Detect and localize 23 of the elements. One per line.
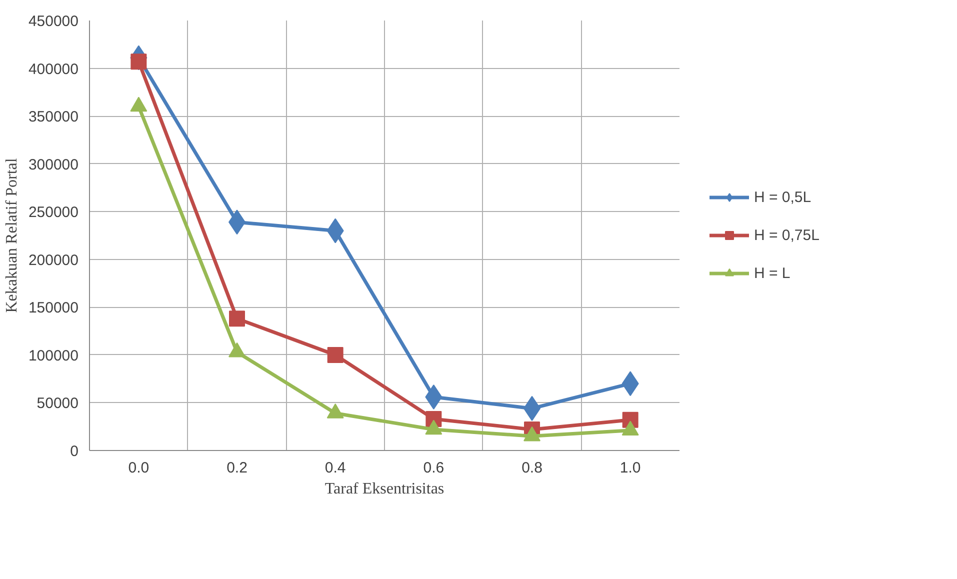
y-tick-label: 100000 (28, 347, 79, 364)
legend-label: H = 0,75L (754, 226, 820, 244)
y-tick-label: 50000 (36, 395, 79, 412)
x-tick-label: 1.0 (620, 460, 641, 476)
y-tick-label: 450000 (28, 13, 79, 30)
x-tick-label: 0.0 (128, 460, 150, 476)
x-axis-title: Taraf Eksentrisitas (324, 480, 444, 498)
y-tick-label: 400000 (28, 60, 79, 78)
y-tick-label: 200000 (28, 252, 79, 269)
y-tick-label: 0 (70, 443, 78, 460)
point (327, 346, 344, 363)
x-tick-label: 0.6 (423, 460, 444, 476)
x-tick-label: 0.4 (324, 460, 346, 476)
legend-label: H = L (754, 264, 790, 282)
y-tick-label: 300000 (28, 156, 79, 174)
x-tick-label: 0.2 (226, 460, 248, 476)
y-tick-label: 250000 (28, 204, 79, 222)
point (229, 310, 245, 327)
y-tick-label: 150000 (28, 300, 79, 317)
y-tick-label: 350000 (28, 108, 79, 126)
legend-label: H = 0,5L (754, 188, 812, 206)
y-axis-title: Kekakuan Relatif Portal (3, 158, 20, 313)
x-tick-label: 0.8 (522, 460, 542, 476)
